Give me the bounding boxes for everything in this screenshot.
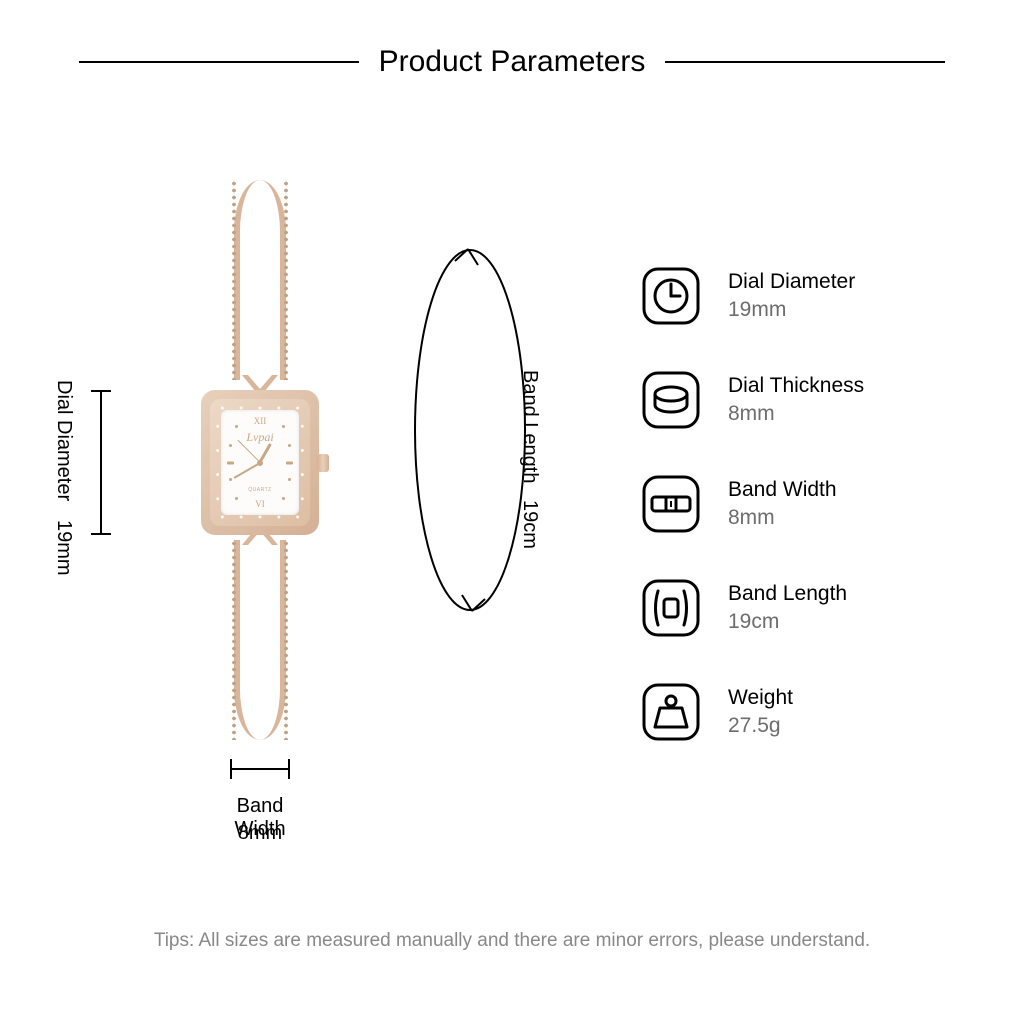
- dimension-dial-diameter-label: Dial Diameter: [52, 380, 75, 501]
- spec-value: 19cm: [728, 610, 847, 634]
- dimension-band-width: [230, 768, 290, 770]
- header: Product Parameters: [0, 45, 1024, 79]
- band-length-icon: [640, 577, 702, 639]
- spec-value: 8mm: [728, 506, 837, 530]
- dial-marker-ix: [227, 461, 234, 464]
- spec-row-dial-diameter: Dial Diameter 19mm: [640, 265, 864, 327]
- watch-illustration: XII VI Lvpai QUARTZ: [160, 180, 360, 740]
- spec-row-band-length: Band Length 19cm: [640, 577, 864, 639]
- dial-thickness-icon: [640, 369, 702, 431]
- watch-case: XII VI Lvpai QUARTZ: [201, 390, 319, 535]
- dial-subtext: QUARTZ: [248, 487, 271, 493]
- dimension-band-width-value: 8mm: [210, 822, 310, 845]
- spec-value: 19mm: [728, 298, 855, 322]
- specs-list: Dial Diameter 19mm Dial Thickness 8mm: [640, 265, 864, 743]
- dimension-band-length-value: 19cm: [518, 500, 541, 549]
- watch-dial: XII VI Lvpai QUARTZ: [221, 410, 299, 515]
- dial-numeral-xii: XII: [254, 416, 267, 426]
- header-line-left: [79, 61, 359, 63]
- spec-value: 27.5g: [728, 714, 793, 738]
- weight-icon: [640, 681, 702, 743]
- dimension-dial-diameter: [100, 390, 102, 535]
- spec-label: Weight: [728, 686, 793, 710]
- spec-row-dial-thickness: Dial Thickness 8mm: [640, 369, 864, 431]
- spec-row-band-width: Band Width 8mm: [640, 473, 864, 535]
- spec-label: Dial Diameter: [728, 270, 855, 294]
- band-width-icon: [640, 473, 702, 535]
- dial-marker-iii: [286, 461, 293, 464]
- spec-row-weight: Weight 27.5g: [640, 681, 864, 743]
- tips-text: Tips: All sizes are measured manually an…: [0, 930, 1024, 952]
- dial-numeral-vi: VI: [255, 499, 265, 509]
- dimension-band-length-label: Band Length: [518, 370, 541, 483]
- spec-value: 8mm: [728, 402, 864, 426]
- spec-label: Dial Thickness: [728, 374, 864, 398]
- spec-label: Band Length: [728, 582, 847, 606]
- page-title: Product Parameters: [379, 45, 646, 79]
- header-line-right: [665, 61, 945, 63]
- watch-bezel: XII VI Lvpai QUARTZ: [210, 399, 310, 526]
- spec-label: Band Width: [728, 478, 837, 502]
- dimension-dial-diameter-value: 19mm: [52, 520, 75, 576]
- watch-crown: [317, 454, 329, 472]
- dial-diameter-icon: [640, 265, 702, 327]
